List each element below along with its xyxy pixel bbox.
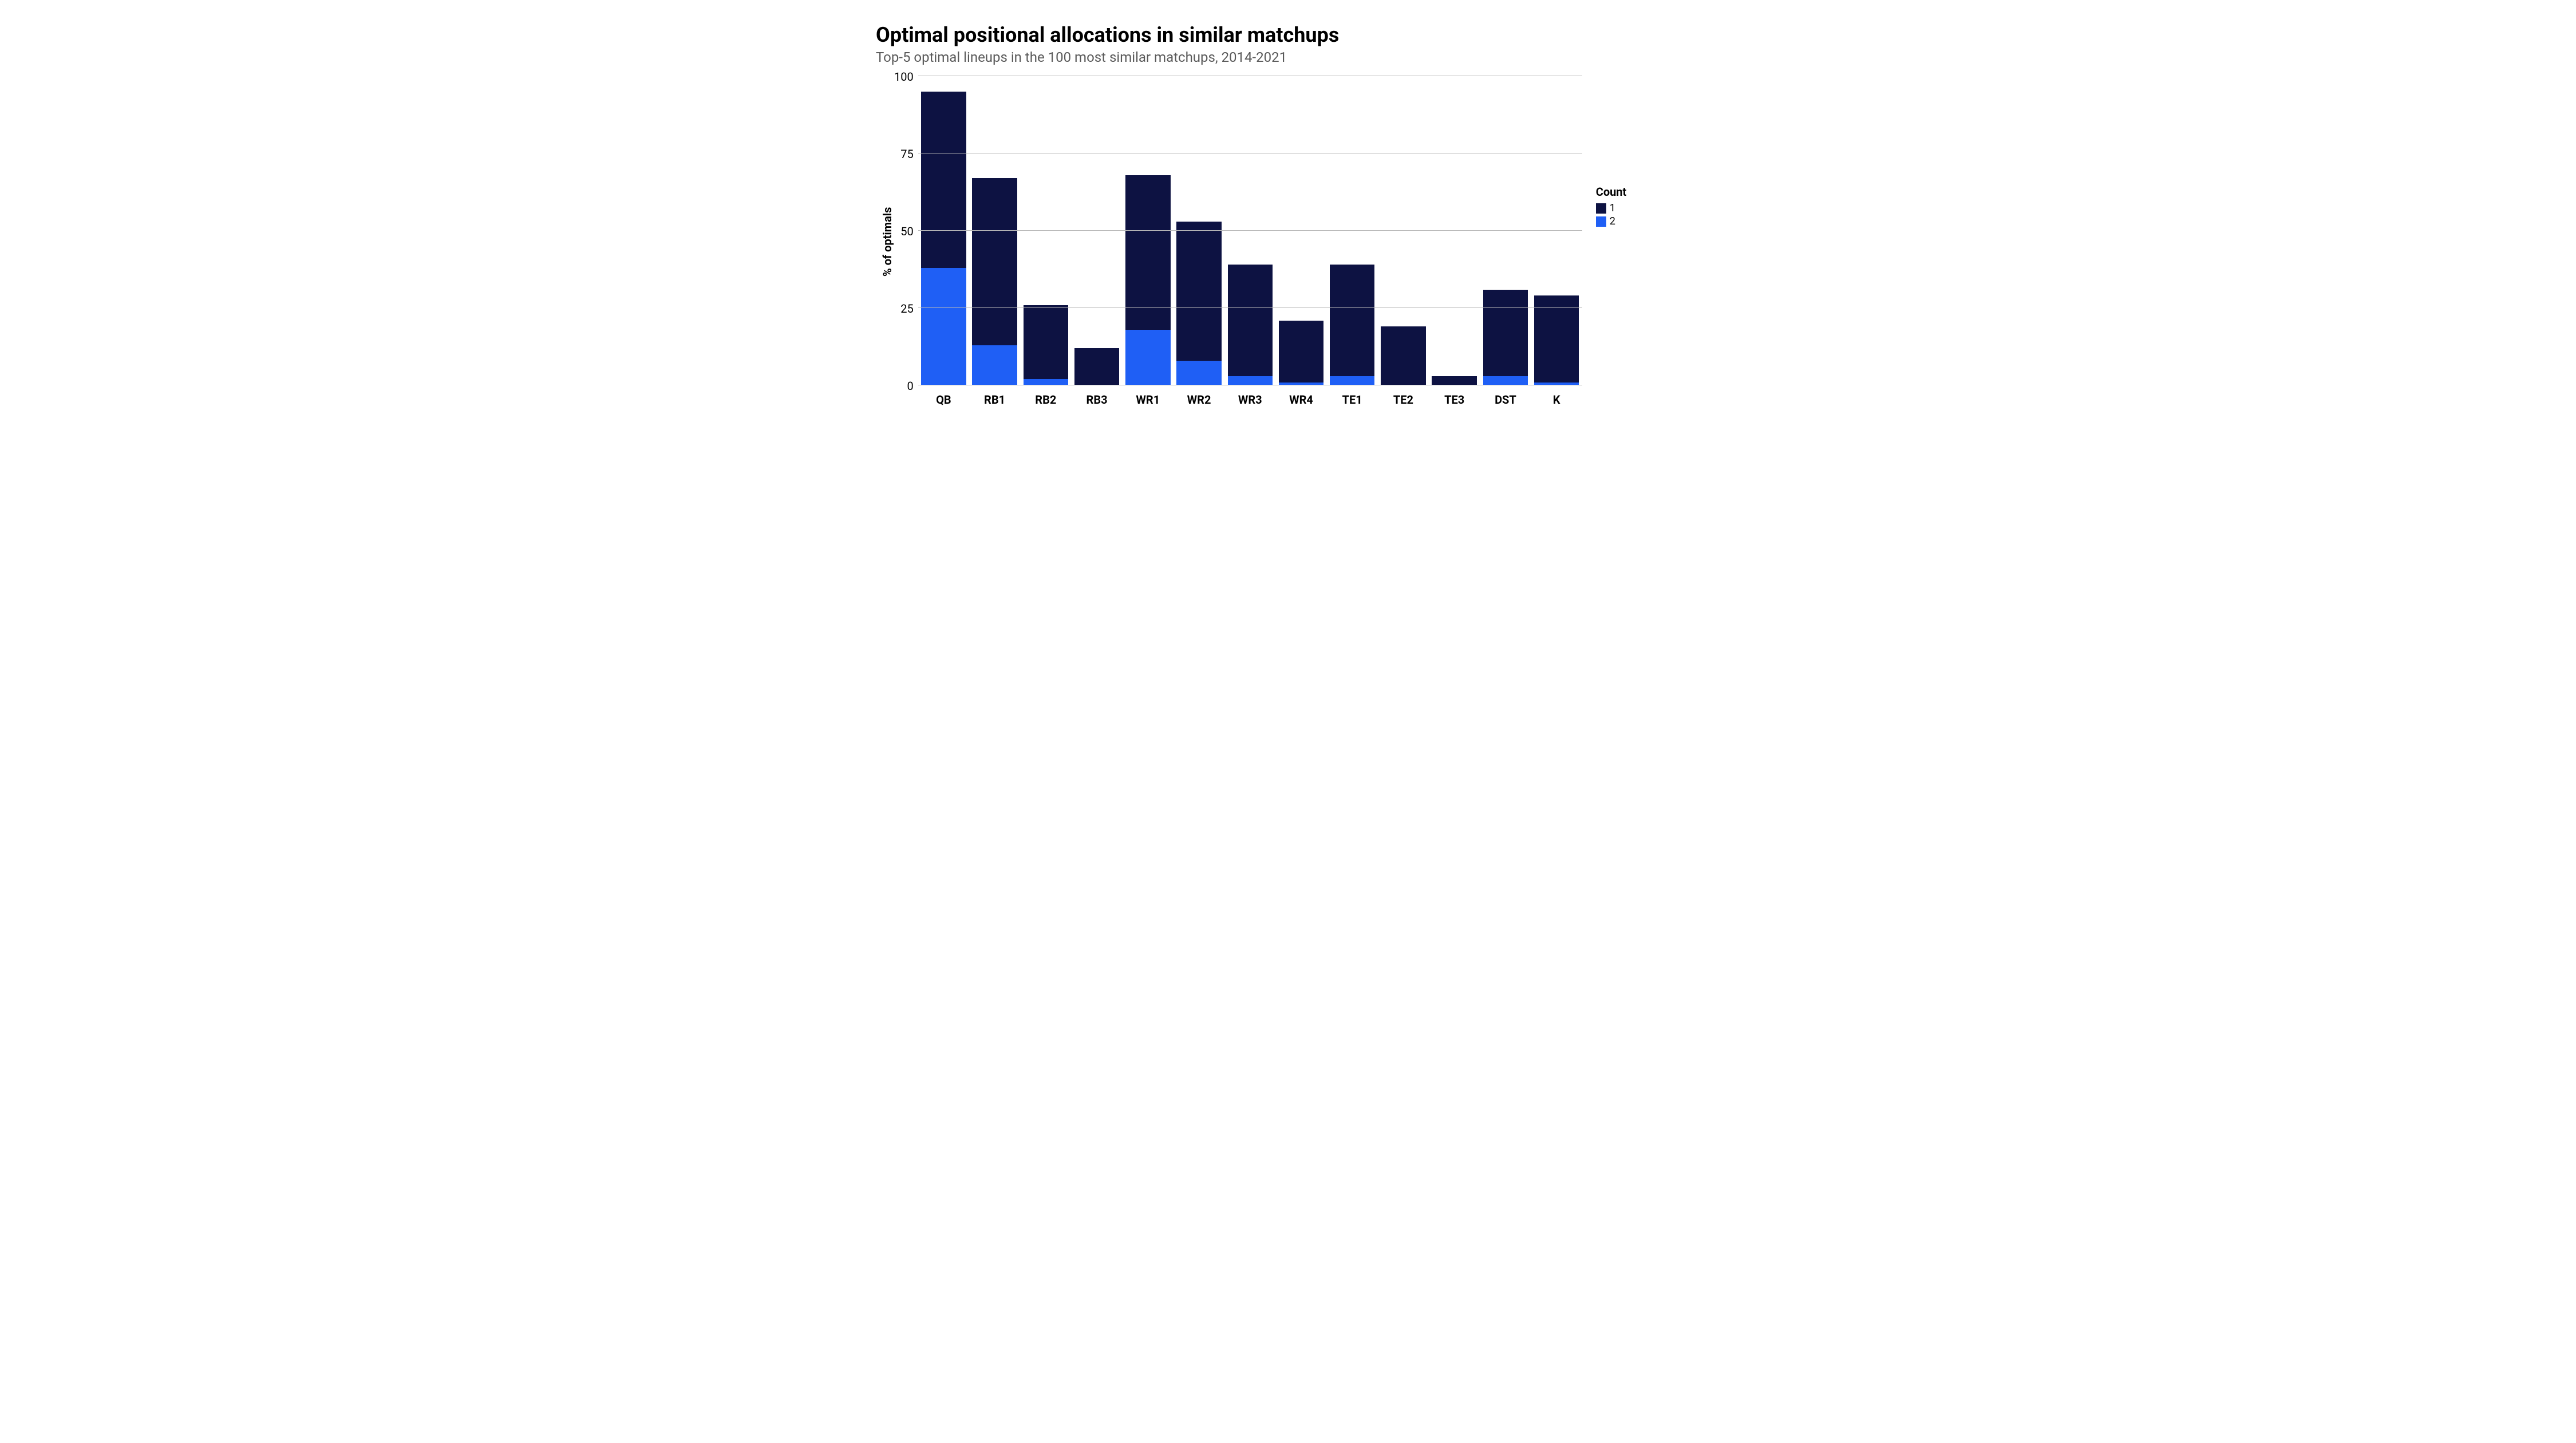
x-tick-label: RB1	[969, 393, 1020, 407]
bar-segment	[1228, 376, 1273, 385]
y-tick-label: 25	[900, 303, 913, 314]
y-axis-label: % of optimals	[876, 87, 894, 396]
bar-slot	[969, 77, 1020, 385]
legend-label: 2	[1610, 215, 1615, 227]
bar-segment	[1176, 361, 1222, 385]
gridline	[918, 230, 1582, 231]
bar-dst	[1483, 290, 1528, 385]
y-tick-label: 100	[894, 71, 914, 82]
legend-swatch	[1596, 203, 1606, 214]
bar-segment	[1176, 222, 1222, 361]
chart-title: Optimal positional allocations in simila…	[876, 23, 1700, 47]
bar-rb2	[1024, 305, 1069, 385]
x-tick-label: QB	[918, 393, 969, 407]
legend-item: 1	[1596, 202, 1627, 214]
bar-slot	[1123, 77, 1174, 385]
bar-te2	[1381, 326, 1426, 385]
bar-segment	[1330, 376, 1375, 385]
bar-slot	[1020, 77, 1071, 385]
bars-container	[918, 77, 1582, 385]
x-tick-label: WR3	[1224, 393, 1275, 407]
bar-rb3	[1074, 348, 1120, 385]
legend-title: Count	[1596, 185, 1627, 199]
x-tick-label: RB2	[1020, 393, 1071, 407]
bar-wr1	[1125, 175, 1171, 385]
legend: Count 12	[1582, 185, 1627, 228]
x-tick-label: RB3	[1071, 393, 1122, 407]
bar-slot	[1480, 77, 1531, 385]
y-tick-label: 50	[900, 226, 913, 237]
legend-item: 2	[1596, 215, 1627, 227]
bar-segment	[972, 178, 1017, 345]
bar-rb1	[972, 178, 1017, 385]
bar-segment	[1381, 326, 1426, 385]
bar-segment	[1125, 330, 1171, 385]
x-tick-label: TE2	[1378, 393, 1429, 407]
bar-slot	[1531, 77, 1582, 385]
bar-segment	[1024, 305, 1069, 380]
bar-segment	[1534, 295, 1579, 382]
bar-segment	[1074, 348, 1120, 385]
bar-slot	[1071, 77, 1122, 385]
y-tick-label: 75	[900, 148, 913, 160]
bar-qb	[921, 92, 966, 385]
x-tick-label: TE3	[1429, 393, 1480, 407]
chart-container: Optimal positional allocations in simila…	[876, 23, 1700, 407]
chart-subtitle: Top-5 optimal lineups in the 100 most si…	[876, 49, 1700, 65]
bar-segment	[1330, 265, 1375, 376]
plot-row: % of optimals 1007550250 QBRB1RB2RB3WR1W…	[876, 77, 1700, 407]
bar-segment	[1279, 321, 1324, 383]
bar-te3	[1432, 376, 1477, 385]
gridline	[918, 307, 1582, 308]
bar-segment	[972, 345, 1017, 385]
bar-slot	[1174, 77, 1224, 385]
bar-segment	[921, 92, 966, 268]
x-tick-label: K	[1531, 393, 1582, 407]
y-tick-label: 0	[907, 380, 913, 392]
plot-and-xlabels: QBRB1RB2RB3WR1WR2WR3WR4TE1TE2TE3DSTK	[918, 77, 1582, 407]
plot-wrap: 1007550250 QBRB1RB2RB3WR1WR2WR3WR4TE1TE2…	[894, 77, 1582, 407]
y-axis-ticks: 100 75 50 25 0	[894, 71, 918, 392]
x-tick-label: DST	[1480, 393, 1531, 407]
bar-slot	[1275, 77, 1326, 385]
bar-slot	[1327, 77, 1378, 385]
bar-wr3	[1228, 265, 1273, 385]
bar-wr4	[1279, 321, 1324, 385]
x-tick-label: WR4	[1275, 393, 1326, 407]
x-tick-label: WR2	[1174, 393, 1224, 407]
bar-segment	[1483, 290, 1528, 376]
plot-area	[918, 77, 1582, 386]
bar-slot	[1224, 77, 1275, 385]
bar-segment	[921, 268, 966, 385]
bar-slot	[918, 77, 969, 385]
bar-slot	[1378, 77, 1429, 385]
bar-slot	[1429, 77, 1480, 385]
bar-segment	[1228, 265, 1273, 376]
bar-segment	[1483, 376, 1528, 385]
bar-wr2	[1176, 222, 1222, 385]
bar-te1	[1330, 265, 1375, 385]
legend-swatch	[1596, 216, 1606, 227]
x-axis-labels: QBRB1RB2RB3WR1WR2WR3WR4TE1TE2TE3DSTK	[918, 393, 1582, 407]
legend-label: 1	[1610, 202, 1615, 214]
x-tick-label: TE1	[1327, 393, 1378, 407]
bar-segment	[1432, 376, 1477, 385]
bar-segment	[1125, 175, 1171, 330]
bar-k	[1534, 295, 1579, 385]
x-tick-label: WR1	[1123, 393, 1174, 407]
